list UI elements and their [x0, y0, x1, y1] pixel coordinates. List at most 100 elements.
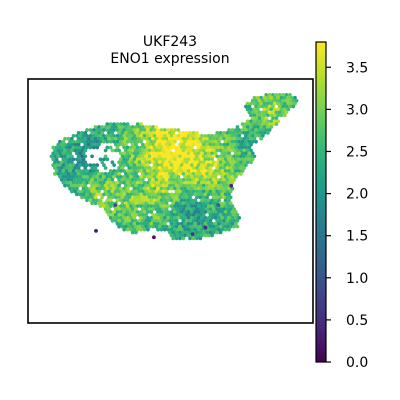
spot [169, 210, 174, 214]
spot [127, 183, 132, 188]
spot [80, 131, 84, 135]
spot [179, 180, 184, 185]
spot [266, 119, 270, 124]
spot [222, 189, 226, 194]
spot [152, 151, 157, 156]
spot [201, 218, 206, 223]
spot [140, 125, 145, 129]
spot [154, 148, 159, 153]
spot [247, 139, 252, 144]
spot [147, 136, 152, 141]
spot [144, 142, 149, 147]
spot [81, 145, 86, 150]
spot [98, 198, 103, 203]
spot [178, 172, 182, 176]
spot [151, 148, 155, 153]
spot [176, 157, 181, 162]
spot [227, 133, 231, 138]
spot [112, 210, 116, 214]
spot [137, 213, 142, 217]
spot [125, 157, 130, 162]
spot [168, 195, 172, 200]
spot [249, 125, 253, 129]
spot [264, 110, 269, 115]
spot [257, 116, 262, 121]
spot [208, 136, 213, 141]
spot [129, 169, 133, 173]
spot-low-outlier [152, 235, 156, 240]
spot [284, 98, 289, 103]
spot [147, 218, 152, 223]
spot [227, 180, 231, 185]
spot [181, 213, 186, 217]
spot [193, 192, 198, 197]
spot [213, 133, 218, 138]
spot [203, 198, 208, 203]
spot [191, 207, 196, 211]
spot [61, 163, 66, 167]
spot [64, 163, 69, 167]
spot [257, 128, 262, 132]
spot [198, 183, 203, 188]
spot [66, 154, 71, 159]
spot [200, 145, 204, 150]
spot [279, 95, 284, 100]
spot [289, 95, 294, 100]
spot [147, 189, 152, 194]
spot [130, 195, 135, 200]
spot [184, 160, 189, 165]
spot [176, 192, 181, 197]
spot [235, 224, 240, 229]
spot [249, 142, 253, 147]
spot [63, 160, 67, 165]
spot [125, 216, 130, 220]
spot [249, 131, 253, 135]
spot [220, 210, 225, 214]
spot [210, 204, 214, 208]
spot [206, 151, 211, 156]
spot [108, 198, 113, 203]
spot [222, 201, 226, 206]
spot [208, 183, 213, 188]
spot [118, 204, 123, 208]
spot [115, 122, 120, 126]
spot [110, 213, 115, 217]
spot [230, 174, 235, 179]
spot [215, 230, 220, 235]
spot [196, 192, 201, 197]
spot [164, 213, 169, 217]
spot [147, 166, 152, 170]
spot [223, 157, 228, 162]
spot [129, 128, 133, 132]
spot [178, 166, 182, 170]
spot [193, 180, 198, 185]
spot [272, 119, 277, 124]
spot [184, 195, 189, 200]
spot [103, 154, 108, 159]
spot [184, 230, 189, 235]
spot [171, 224, 176, 229]
spot [171, 131, 176, 135]
spot [149, 186, 154, 191]
spot [252, 113, 257, 118]
spot [169, 198, 174, 203]
spot [81, 169, 86, 173]
spot [157, 224, 162, 229]
spot [51, 151, 56, 156]
spot [225, 177, 230, 182]
spot [215, 142, 220, 147]
spot [174, 177, 179, 182]
spot [56, 160, 61, 165]
spot [191, 177, 196, 182]
spot [179, 163, 184, 167]
spot [81, 186, 86, 191]
spot [211, 230, 216, 235]
spot [152, 221, 157, 226]
spot [193, 174, 198, 179]
spot [88, 145, 93, 150]
spot [140, 207, 145, 211]
spot [132, 227, 137, 232]
spot [193, 151, 198, 156]
spot [173, 192, 177, 197]
spot [223, 169, 228, 173]
